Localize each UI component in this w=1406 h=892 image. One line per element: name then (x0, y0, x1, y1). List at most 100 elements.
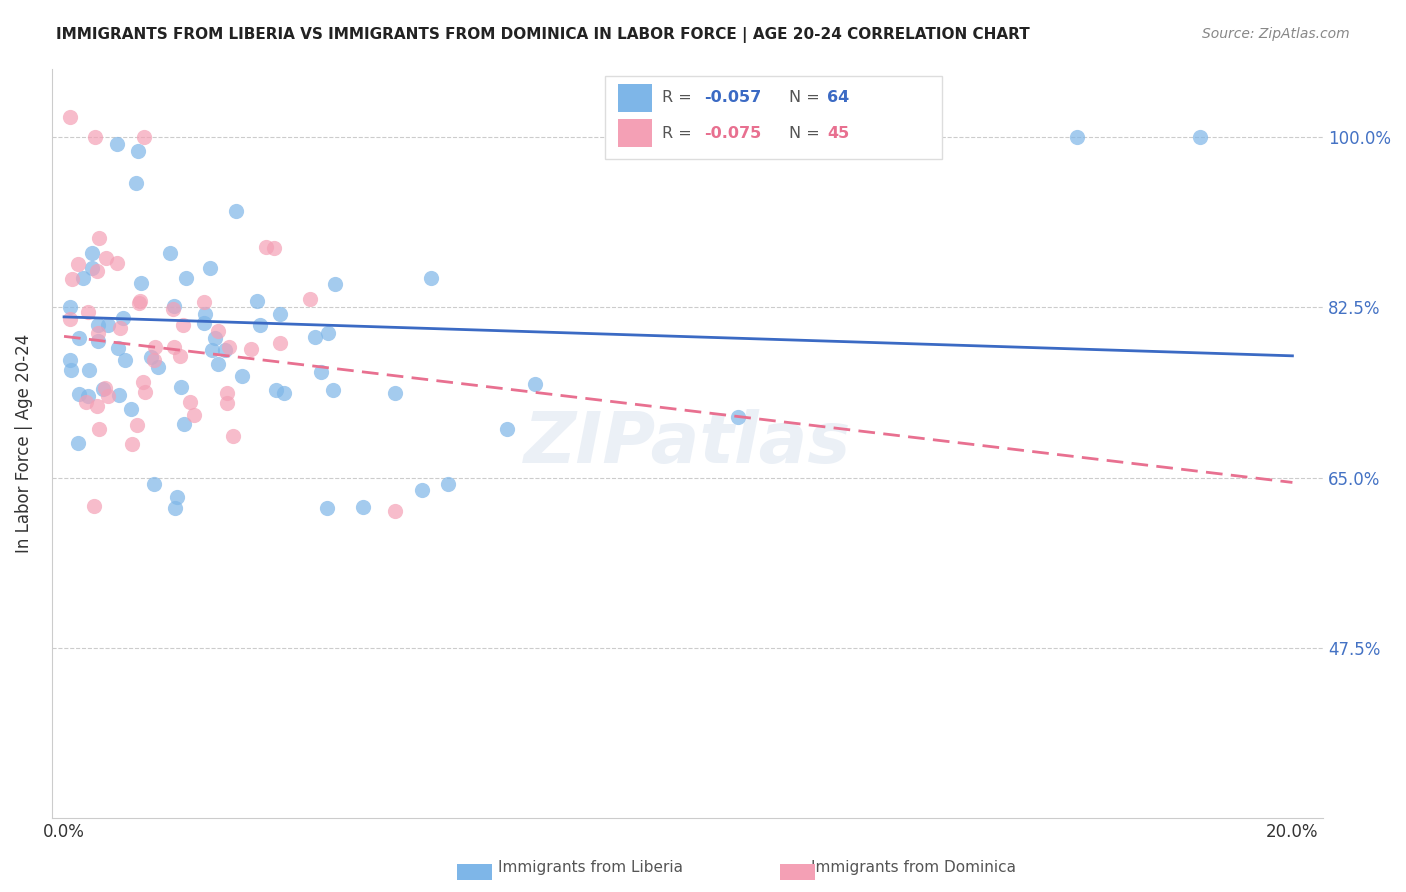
Immigrants from Dominica (83, 129, 105, 144)
Immigrants from Liberia (309, 365, 332, 379)
Immigrants from Dominica (134, 384, 156, 399)
Immigrants from Dominica (172, 318, 194, 333)
Immigrants from Liberia (60, 362, 83, 376)
Immigrants from Dominica (217, 396, 239, 410)
Immigrants from Dominica (76, 304, 98, 318)
Immigrants from Liberia (67, 436, 90, 450)
Immigrants from Liberia (264, 383, 287, 397)
Immigrants from Liberia (77, 363, 100, 377)
Immigrants from Dominica (59, 110, 82, 124)
Immigrants from Dominica (60, 272, 83, 286)
Immigrants from Liberia (146, 360, 169, 375)
Immigrants from Dominica (269, 336, 291, 351)
Text: -0.057: -0.057 (704, 89, 761, 104)
Immigrants from Dominica (254, 240, 277, 254)
Immigrants from Liberia (225, 204, 247, 219)
Immigrants from Liberia (269, 307, 291, 321)
Immigrants from Liberia (87, 334, 110, 348)
Immigrants from Liberia (273, 385, 295, 400)
Text: -0.075: -0.075 (704, 126, 761, 141)
Immigrants from Liberia (120, 402, 142, 417)
Immigrants from Liberia (316, 326, 339, 340)
Immigrants from Dominica (143, 340, 166, 354)
Immigrants from Liberia (107, 341, 129, 355)
FancyBboxPatch shape (605, 76, 942, 159)
Immigrants from Liberia (97, 318, 120, 332)
Immigrants from Liberia (173, 417, 195, 431)
Immigrants from Liberia (87, 318, 110, 333)
Immigrants from Liberia (163, 500, 186, 515)
Immigrants from Liberia (496, 422, 519, 436)
Immigrants from Liberia (163, 299, 186, 313)
Immigrants from Liberia (201, 343, 224, 357)
Immigrants from Dominica (179, 395, 201, 409)
Immigrants from Liberia (1066, 129, 1088, 144)
Immigrants from Dominica (162, 301, 184, 316)
Immigrants from Liberia (170, 380, 193, 394)
Immigrants from Liberia (436, 476, 458, 491)
Immigrants from Dominica (59, 311, 82, 326)
Immigrants from Dominica (143, 352, 166, 367)
Immigrants from Dominica (384, 504, 406, 518)
Immigrants from Dominica (169, 349, 191, 363)
Text: IMMIGRANTS FROM LIBERIA VS IMMIGRANTS FROM DOMINICA IN LABOR FORCE | AGE 20-24 C: IMMIGRANTS FROM LIBERIA VS IMMIGRANTS FR… (56, 27, 1031, 43)
Immigrants from Liberia (315, 500, 337, 515)
Immigrants from Liberia (166, 490, 188, 504)
Immigrants from Dominica (193, 294, 215, 309)
Immigrants from Dominica (75, 394, 97, 409)
Immigrants from Liberia (204, 331, 226, 345)
Immigrants from Dominica (132, 129, 155, 144)
Immigrants from Liberia (67, 387, 90, 401)
Immigrants from Dominica (108, 321, 131, 335)
Immigrants from Dominica (132, 375, 155, 389)
Text: N =: N = (789, 89, 825, 104)
Text: Immigrants from Liberia: Immigrants from Liberia (498, 861, 683, 875)
FancyBboxPatch shape (617, 84, 652, 112)
Immigrants from Dominica (94, 381, 117, 395)
Text: R =: R = (662, 89, 697, 104)
Immigrants from Liberia (323, 277, 346, 292)
Immigrants from Dominica (129, 294, 152, 309)
Immigrants from Liberia (112, 310, 135, 325)
Immigrants from Liberia (245, 293, 267, 308)
Immigrants from Liberia (108, 388, 131, 402)
Immigrants from Dominica (218, 340, 240, 354)
Text: N =: N = (789, 126, 825, 141)
Immigrants from Dominica (86, 399, 108, 413)
Immigrants from Liberia (207, 357, 229, 371)
Immigrants from Dominica (240, 342, 263, 356)
Immigrants from Liberia (352, 500, 374, 514)
Immigrants from Liberia (142, 477, 165, 491)
Text: Immigrants from Dominica: Immigrants from Dominica (811, 861, 1017, 875)
Immigrants from Liberia (727, 409, 749, 424)
Immigrants from Liberia (125, 176, 148, 190)
Immigrants from Dominica (86, 264, 108, 278)
Immigrants from Liberia (114, 353, 136, 368)
Immigrants from Liberia (82, 245, 104, 260)
Immigrants from Liberia (411, 483, 433, 497)
Immigrants from Liberia (249, 318, 271, 332)
Immigrants from Liberia (129, 277, 152, 291)
Immigrants from Liberia (214, 343, 236, 357)
Text: R =: R = (662, 126, 697, 141)
Immigrants from Liberia (141, 350, 163, 364)
Immigrants from Liberia (198, 260, 221, 275)
Text: 45: 45 (827, 126, 849, 141)
Immigrants from Liberia (159, 246, 181, 260)
Immigrants from Dominica (222, 429, 245, 443)
Immigrants from Liberia (105, 136, 128, 151)
Immigrants from Liberia (384, 385, 406, 400)
Immigrants from Dominica (96, 251, 118, 265)
Immigrants from Dominica (97, 389, 120, 403)
Immigrants from Dominica (298, 292, 321, 306)
Immigrants from Liberia (1189, 129, 1212, 144)
Immigrants from Dominica (66, 257, 89, 271)
Immigrants from Liberia (127, 144, 149, 158)
Immigrants from Dominica (183, 408, 205, 422)
Immigrants from Dominica (128, 296, 150, 310)
Text: 64: 64 (827, 89, 849, 104)
Immigrants from Liberia (91, 383, 114, 397)
Immigrants from Dominica (163, 340, 186, 354)
Immigrants from Liberia (80, 260, 103, 275)
Immigrants from Dominica (89, 231, 111, 245)
